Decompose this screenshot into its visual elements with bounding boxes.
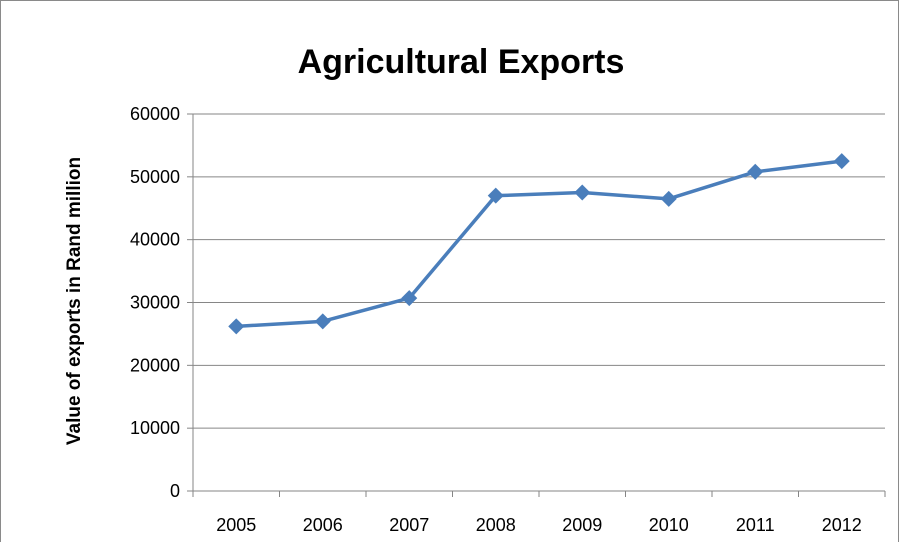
data-point-2008 — [487, 187, 504, 204]
axes — [187, 113, 886, 497]
data-point-2006 — [314, 313, 331, 330]
x-tick-label: 2005 — [216, 515, 256, 535]
series-line — [236, 159, 842, 329]
x-tick-label: 2009 — [562, 515, 602, 535]
y-tick-label: 30000 — [130, 293, 180, 313]
data-point-2009 — [574, 184, 591, 201]
y-tick-label: 20000 — [130, 355, 180, 375]
chart-title: Agricultural Exports — [298, 43, 625, 81]
x-tick-label: 2011 — [736, 515, 775, 535]
x-tick-label: 2006 — [303, 515, 343, 535]
series-layer — [228, 153, 850, 335]
data-point-2007 — [401, 290, 418, 307]
x-tick-label: 2012 — [822, 515, 862, 535]
data-point-2011 — [747, 163, 764, 180]
x-tick-label: 2008 — [476, 515, 516, 535]
data-point-2012 — [833, 153, 850, 170]
y-tick-label: 10000 — [130, 418, 180, 438]
y-tick-label: 0 — [170, 481, 180, 501]
data-point-2005 — [228, 318, 245, 335]
grid-lines — [193, 113, 885, 429]
y-axis-label: Value of exports in Rand million — [64, 157, 85, 445]
x-tick-label: 2010 — [649, 515, 689, 535]
data-point-2010 — [660, 190, 677, 207]
tick-labels: 0 10000 20000 30000 40000 50000 60000 2005 2006 2… — [130, 104, 862, 535]
y-tick-label: 50000 — [130, 167, 180, 187]
y-tick-label: 60000 — [130, 104, 180, 124]
y-tick-label: 40000 — [130, 230, 180, 250]
x-tick-label: 2007 — [389, 515, 429, 535]
